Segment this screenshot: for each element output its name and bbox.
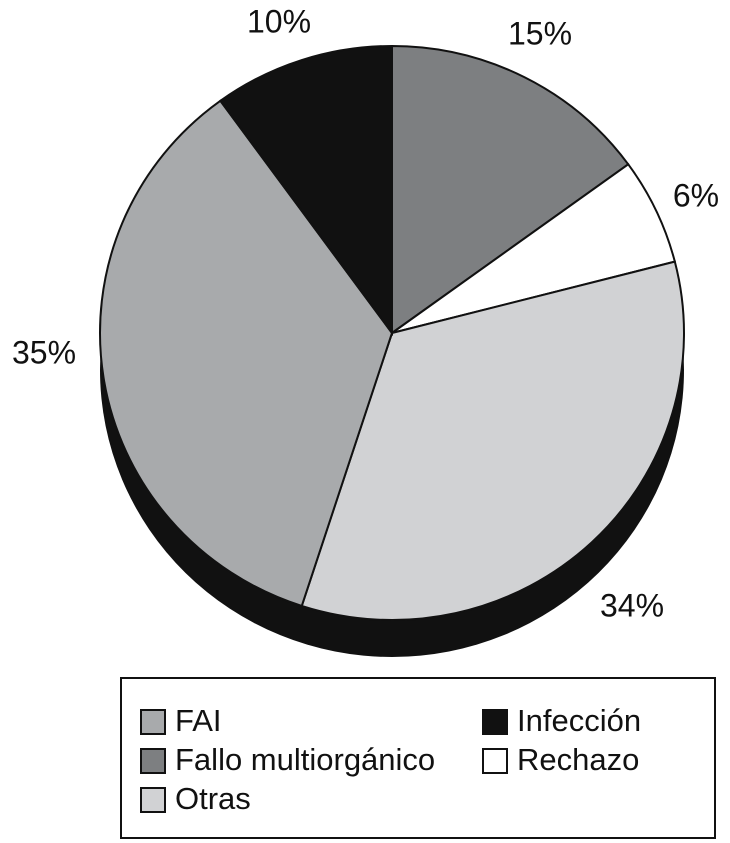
slice-label: 34%: [600, 587, 664, 623]
pie-slice: [391, 44, 630, 335]
pie-slice: [300, 260, 685, 621]
legend-swatch: [140, 748, 166, 774]
pie-slice: [99, 99, 394, 608]
legend-swatch: [482, 748, 508, 774]
slice-label: 6%: [673, 177, 719, 213]
slice-label: 15%: [508, 15, 572, 51]
legend-label: Rechazo: [517, 742, 639, 777]
slice-label: 10%: [247, 3, 311, 39]
legend-label: Infección: [517, 703, 641, 738]
legend-swatch: [482, 709, 508, 735]
slice-label: 35%: [12, 334, 76, 370]
pie-slice: [218, 44, 393, 337]
legend-box: [120, 677, 716, 839]
legend-label: FAI: [175, 703, 222, 738]
legend-swatch: [140, 709, 166, 735]
legend-label: Fallo multiorgánico: [175, 742, 435, 777]
legend-label: Otras: [175, 781, 251, 816]
legend-swatch: [140, 787, 166, 813]
